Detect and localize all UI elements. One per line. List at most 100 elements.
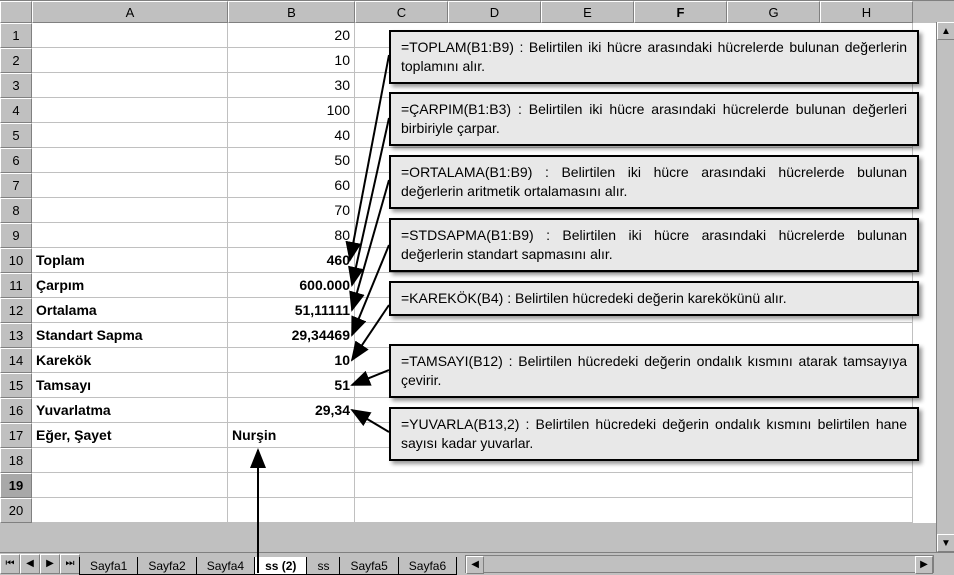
sheet-tab[interactable]: Sayfa6 [398, 557, 457, 575]
cell-B12[interactable]: 51,11111 [228, 298, 355, 323]
tab-nav-buttons: ⏮ ◀ ▶ ⏭ [0, 554, 80, 574]
row-header-19[interactable]: 19 [0, 473, 32, 498]
cell-A11[interactable]: Çarpım [32, 273, 228, 298]
cell-B19[interactable] [228, 473, 355, 498]
cell-B18[interactable] [228, 448, 355, 473]
column-header-H[interactable]: H [820, 1, 913, 23]
row-header-5[interactable]: 5 [0, 123, 32, 148]
row-header-16[interactable]: 16 [0, 398, 32, 423]
row-header-18[interactable]: 18 [0, 448, 32, 473]
row-header-9[interactable]: 9 [0, 223, 32, 248]
column-header-G[interactable]: G [727, 1, 820, 23]
cell-A10[interactable]: Toplam [32, 248, 228, 273]
callout-c7: =YUVARLA(B13,2) : Belirtilen hücredeki d… [389, 407, 919, 461]
cell-A18[interactable] [32, 448, 228, 473]
column-header-A[interactable]: A [32, 1, 228, 23]
cell-B3[interactable]: 30 [228, 73, 355, 98]
cell-A12[interactable]: Ortalama [32, 298, 228, 323]
cell-B8[interactable]: 70 [228, 198, 355, 223]
cell-rest-19[interactable] [355, 473, 913, 498]
cell-rest-20[interactable] [355, 498, 913, 523]
cell-B20[interactable] [228, 498, 355, 523]
cell-A17[interactable]: Eğer, Şayet [32, 423, 228, 448]
row-header-10[interactable]: 10 [0, 248, 32, 273]
sheet-tab[interactable]: Sayfa5 [339, 557, 398, 575]
row-header-6[interactable]: 6 [0, 148, 32, 173]
tab-next-icon[interactable]: ▶ [40, 554, 60, 574]
cell-A5[interactable] [32, 123, 228, 148]
cell-A9[interactable] [32, 223, 228, 248]
row-header-20[interactable]: 20 [0, 498, 32, 523]
row-header-15[interactable]: 15 [0, 373, 32, 398]
scroll-right-icon[interactable]: ▶ [915, 556, 933, 574]
sheet-tab[interactable]: ss [306, 557, 340, 575]
scroll-left-icon[interactable]: ◀ [466, 556, 484, 574]
cell-A14[interactable]: Karekök [32, 348, 228, 373]
tab-first-icon[interactable]: ⏮ [0, 554, 20, 574]
row-header-8[interactable]: 8 [0, 198, 32, 223]
callout-c6: =TAMSAYI(B12) : Belirtilen hücredeki değ… [389, 344, 919, 398]
row-header-17[interactable]: 17 [0, 423, 32, 448]
vertical-scrollbar[interactable]: ▲ ▼ [936, 22, 954, 552]
cell-A20[interactable] [32, 498, 228, 523]
cell-A1[interactable] [32, 23, 228, 48]
cell-B15[interactable]: 51 [228, 373, 355, 398]
cell-B4[interactable]: 100 [228, 98, 355, 123]
cell-B17[interactable]: Nurşin [228, 423, 355, 448]
cell-A8[interactable] [32, 198, 228, 223]
cell-A16[interactable]: Yuvarlatma [32, 398, 228, 423]
scroll-up-icon[interactable]: ▲ [937, 22, 954, 40]
sheet-tab[interactable]: Sayfa1 [79, 557, 138, 575]
cell-B11[interactable]: 600.000 [228, 273, 355, 298]
column-header-E[interactable]: E [541, 1, 634, 23]
cell-A4[interactable] [32, 98, 228, 123]
sheet-tab[interactable]: ss (2) [254, 557, 307, 575]
sheet-tabs-bar: ⏮ ◀ ▶ ⏭ Sayfa1Sayfa2Sayfa4ss (2)ssSayfa5… [0, 552, 954, 574]
sheet-tab[interactable]: Sayfa2 [137, 557, 196, 575]
column-header-F[interactable]: F [634, 1, 727, 23]
callout-c2: =ÇARPIM(B1:B3) : Belirtilen iki hücre ar… [389, 92, 919, 146]
cell-A19[interactable] [32, 473, 228, 498]
tab-prev-icon[interactable]: ◀ [20, 554, 40, 574]
callout-c5: =KAREKÖK(B4) : Belirtilen hücredeki değe… [389, 281, 919, 316]
row-header-4[interactable]: 4 [0, 98, 32, 123]
cell-A15[interactable]: Tamsayı [32, 373, 228, 398]
row-header-2[interactable]: 2 [0, 48, 32, 73]
tab-last-icon[interactable]: ⏭ [60, 554, 80, 574]
cell-B14[interactable]: 10 [228, 348, 355, 373]
cell-B10[interactable]: 460 [228, 248, 355, 273]
cell-B16[interactable]: 29,34 [228, 398, 355, 423]
cell-B1[interactable]: 20 [228, 23, 355, 48]
cell-A6[interactable] [32, 148, 228, 173]
sheet-tab[interactable]: Sayfa4 [196, 557, 255, 575]
cell-B13[interactable]: 29,34469 [228, 323, 355, 348]
row-header-3[interactable]: 3 [0, 73, 32, 98]
column-header-C[interactable]: C [355, 1, 448, 23]
table-row: 20 [0, 498, 954, 523]
table-row: 19 [0, 473, 954, 498]
row-header-1[interactable]: 1 [0, 23, 32, 48]
row-header-11[interactable]: 11 [0, 273, 32, 298]
row-header-12[interactable]: 12 [0, 298, 32, 323]
horizontal-scrollbar[interactable]: ◀ ▶ [465, 555, 934, 573]
cell-B9[interactable]: 80 [228, 223, 355, 248]
cell-B2[interactable]: 10 [228, 48, 355, 73]
corner-cell[interactable] [0, 1, 32, 23]
callout-c3: =ORTALAMA(B1:B9) : Belirtilen iki hücre … [389, 155, 919, 209]
callout-c1: =TOPLAM(B1:B9) : Belirtilen iki hücre ar… [389, 30, 919, 84]
row-header-13[interactable]: 13 [0, 323, 32, 348]
column-header-B[interactable]: B [228, 1, 355, 23]
row-header-14[interactable]: 14 [0, 348, 32, 373]
cell-A3[interactable] [32, 73, 228, 98]
cell-B6[interactable]: 50 [228, 148, 355, 173]
column-headers: ABCDEFGH [0, 0, 954, 23]
cell-A13[interactable]: Standart Sapma [32, 323, 228, 348]
cell-B5[interactable]: 40 [228, 123, 355, 148]
scroll-down-icon[interactable]: ▼ [937, 534, 954, 552]
row-header-7[interactable]: 7 [0, 173, 32, 198]
column-header-D[interactable]: D [448, 1, 541, 23]
cell-A2[interactable] [32, 48, 228, 73]
callout-c4: =STDSAPMA(B1:B9) : Belirtilen iki hücre … [389, 218, 919, 272]
cell-A7[interactable] [32, 173, 228, 198]
cell-B7[interactable]: 60 [228, 173, 355, 198]
